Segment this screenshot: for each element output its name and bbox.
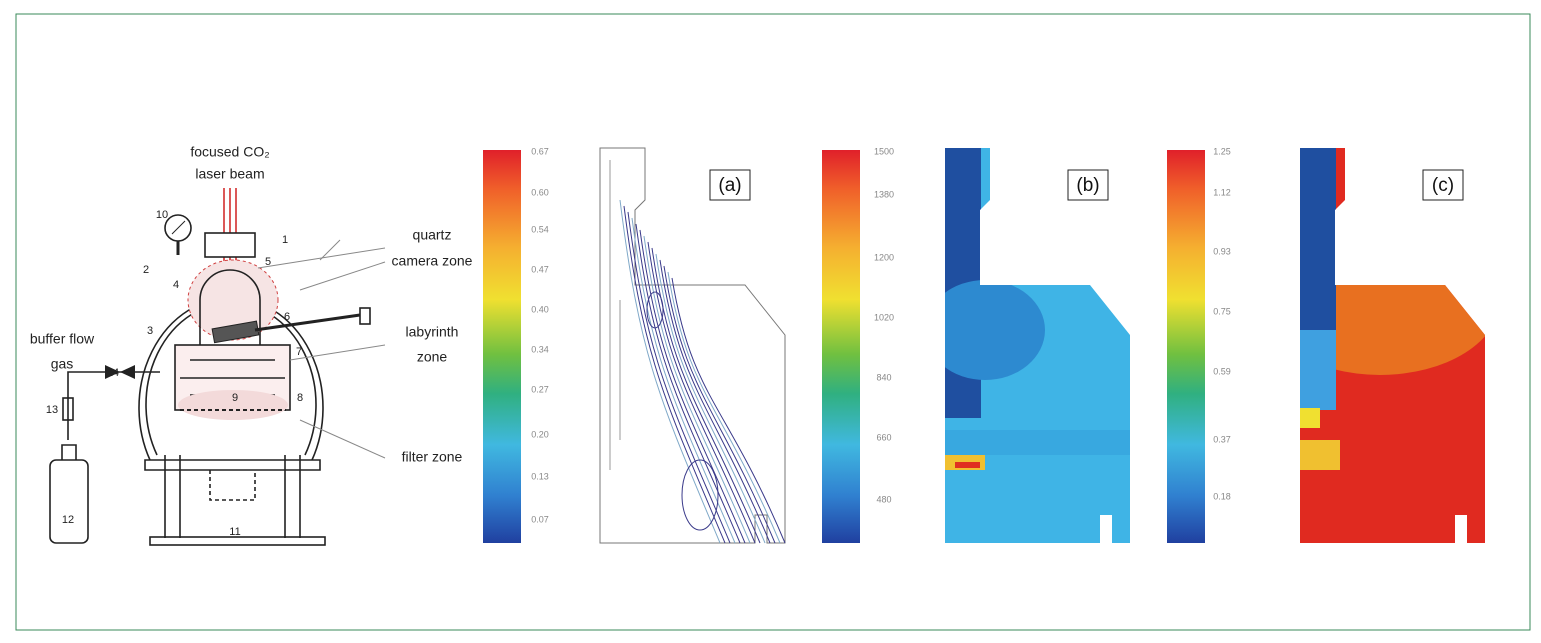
- colorbar-tick-label: 0.18: [1213, 491, 1231, 501]
- colorbar-tick-label: 840: [876, 372, 891, 382]
- buffer-label: gas: [51, 356, 74, 372]
- colorbar: [1167, 150, 1205, 543]
- field-band: [1300, 440, 1340, 470]
- buffer-label: buffer flow: [30, 331, 95, 347]
- part-number: 12: [62, 514, 74, 526]
- part-number: 2: [143, 264, 149, 276]
- part-number: 8: [297, 392, 303, 404]
- part-number: 10: [156, 209, 168, 221]
- base: [150, 537, 325, 545]
- colorbar-tick-label: 0.34: [531, 344, 549, 354]
- part-number: 13: [46, 404, 58, 416]
- labyrinth-label: labyrinth: [406, 324, 459, 340]
- field-band: [1300, 330, 1336, 410]
- colorbar-tick-label: 1380: [874, 189, 894, 199]
- leader-line: [300, 420, 385, 458]
- part-number: 4: [173, 279, 179, 291]
- field-band: [955, 462, 980, 468]
- leader-line: [300, 262, 385, 290]
- panel-label: (c): [1432, 175, 1454, 196]
- colorbar-tick-label: 1200: [874, 252, 894, 262]
- colorbar: [822, 150, 860, 543]
- part-number: 6: [284, 311, 290, 323]
- colorbar-tick-label: 1500: [874, 146, 894, 156]
- camera-zone-label: camera zone: [392, 253, 473, 269]
- panel-label: (b): [1076, 175, 1099, 196]
- colorbar-tick-label: 0.13: [531, 471, 549, 481]
- quartz-label: quartz: [413, 227, 452, 243]
- colorbar-tick-label: 1.12: [1213, 187, 1231, 197]
- colorbar-tick-label: 0.54: [531, 224, 549, 234]
- colorbar-tick-label: 0.75: [1213, 306, 1231, 316]
- colorbar-tick-label: 1020: [874, 312, 894, 322]
- page: {"schematic": { "laser_label": ["focused…: [0, 0, 1541, 643]
- quartz-window: [205, 233, 255, 257]
- field-zone: [925, 280, 1045, 380]
- laser-label: laser beam: [195, 166, 264, 182]
- colorbar-tick-label: 0.20: [531, 429, 549, 439]
- colorbar-tick-label: 0.40: [531, 304, 549, 314]
- panel-label: (a): [718, 175, 741, 196]
- colorbar-tick-label: 0.37: [1213, 434, 1231, 444]
- colorbar-tick-label: 0.93: [1213, 246, 1231, 256]
- cylinder-neck: [62, 445, 76, 460]
- field-zone: [1260, 225, 1500, 375]
- colorbar: [483, 150, 521, 543]
- part-number: 3: [147, 325, 153, 337]
- part-number: 7: [296, 346, 302, 358]
- domain-outline: [600, 148, 785, 543]
- outlet: [210, 470, 255, 500]
- figure: focused CO₂ laser beam quartz camera zone bu…: [0, 0, 1541, 643]
- colorbar-tick-label: 0.59: [1213, 366, 1231, 376]
- laser-label: focused CO₂: [190, 144, 269, 160]
- part-number: 11: [229, 526, 240, 538]
- colorbar-tick-label: 0.60: [531, 187, 549, 197]
- part-number: 9: [232, 392, 238, 404]
- colorbar-tick-label: 660: [876, 432, 891, 442]
- part-number: 14: [107, 367, 119, 379]
- colorbar-tick-label: 1.25: [1213, 146, 1231, 156]
- field-band: [945, 430, 1135, 455]
- gas-cylinder: [50, 460, 88, 543]
- field: [925, 148, 1135, 548]
- colorbar-tick-label: 0.07: [531, 514, 549, 524]
- colorbar-tick-label: 0.47: [531, 264, 549, 274]
- colorbar-tick-label: 0.27: [531, 384, 549, 394]
- rod-holder: [360, 308, 370, 324]
- filter-label: filter zone: [402, 449, 463, 465]
- field-band: [1300, 408, 1320, 428]
- part-number: 1: [282, 234, 288, 246]
- field: [1260, 148, 1500, 548]
- colorbar-tick-label: 0.67: [531, 146, 549, 156]
- colorbar-tick-label: 480: [876, 494, 891, 504]
- labyrinth-label: zone: [417, 349, 448, 365]
- part-number: 5: [265, 256, 271, 268]
